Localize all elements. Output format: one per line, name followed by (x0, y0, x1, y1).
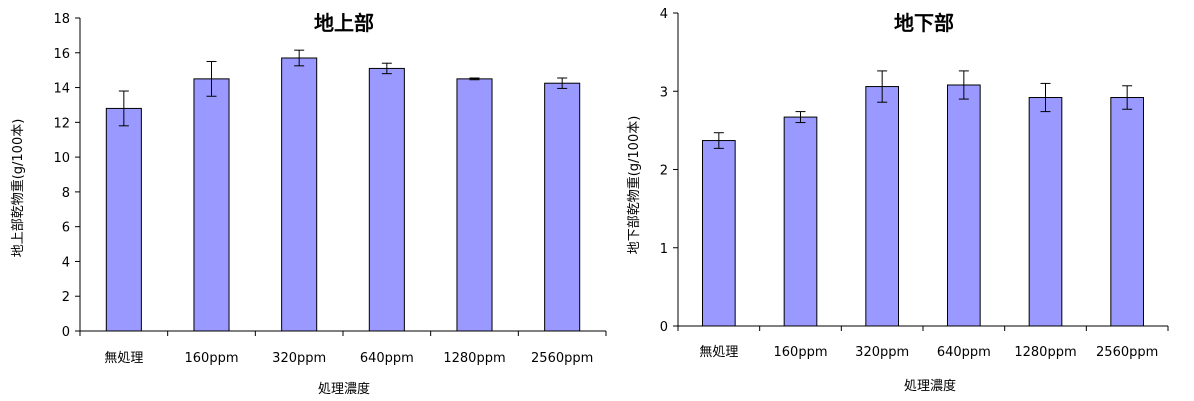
y-tick-label: 2 (62, 290, 70, 305)
y-tick-label: 3 (660, 85, 668, 100)
x-tick-label: 1280ppm (443, 351, 505, 366)
x-tick-label: 640ppm (360, 351, 414, 366)
bar (105, 107, 142, 332)
bar (947, 84, 981, 327)
y-tick-label: 2 (660, 164, 668, 179)
y-tick-label: 12 (53, 116, 70, 131)
y-axis-title: 地下部乾物重(g/100本) (626, 116, 642, 255)
x-tick-label: 1280ppm (1014, 345, 1076, 360)
x-tick-label: 2560ppm (531, 351, 593, 366)
x-tick-label: 2560ppm (1096, 345, 1158, 360)
x-tick-label: 160ppm (774, 345, 828, 360)
y-tick-label: 0 (62, 325, 70, 340)
y-tick-label: 16 (53, 47, 70, 62)
bar (544, 82, 581, 332)
bar (1028, 97, 1063, 327)
y-tick-label: 6 (62, 221, 70, 236)
bar (783, 116, 818, 327)
y-axis-title: 地上部乾物重(g/100本) (10, 119, 26, 258)
bar (702, 140, 736, 327)
x-tick-label: 640ppm (937, 345, 991, 360)
y-tick-label: 8 (62, 186, 70, 201)
chart-title: 地下部 (894, 11, 954, 35)
x-axis-title: 処理濃度 (904, 378, 956, 394)
y-tick-label: 18 (53, 12, 70, 27)
bar (456, 78, 493, 332)
x-tick-label: 320ppm (272, 351, 326, 366)
y-tick-label: 4 (62, 255, 70, 270)
bar (1110, 97, 1145, 327)
y-tick-label: 1 (660, 242, 668, 257)
y-tick-label: 14 (53, 82, 70, 97)
bar (865, 86, 899, 327)
chart-above-ground: 地上部 処理濃度 地上部乾物重(g/100本) 0 2 4 6 8 10 12 14 16 18 無… (10, 11, 607, 397)
x-tick-label: 無処理 (104, 351, 143, 366)
x-tick-label: 160ppm (185, 351, 239, 366)
x-axis-title: 処理濃度 (318, 381, 370, 397)
x-tick-label: 320ppm (855, 345, 909, 360)
y-tick-label: 10 (53, 151, 70, 166)
y-tick-label: 0 (660, 320, 668, 335)
bar (281, 57, 318, 332)
y-tick-label: 4 (660, 7, 668, 22)
bar (193, 78, 230, 332)
bar (368, 67, 405, 332)
chart-below-ground: 地下部 処理濃度 地下部乾物重(g/100本) 0 1 2 3 4 無処理 160ppm 32… (626, 7, 1169, 394)
chart-title: 地上部 (314, 11, 374, 35)
x-tick-label: 無処理 (699, 345, 738, 360)
